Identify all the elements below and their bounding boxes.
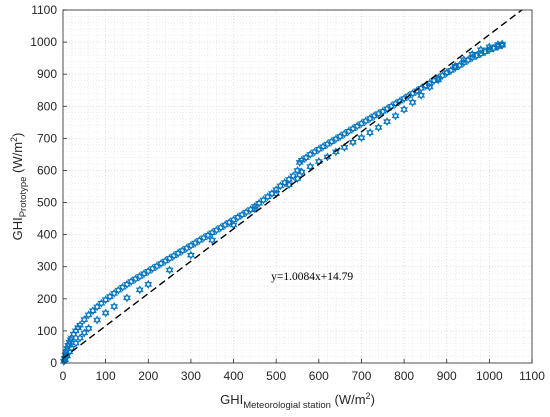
- x-axis-label: GHIMeteorologial station (W/m2): [220, 391, 375, 411]
- data-point: [67, 343, 76, 353]
- data-point: [135, 285, 144, 295]
- y-tick-label: 500: [37, 196, 57, 210]
- data-point: [106, 292, 114, 302]
- y-tick-label: 100: [37, 324, 57, 338]
- data-point: [451, 61, 460, 71]
- x-tick-label: 800: [394, 369, 414, 383]
- data-point: [498, 39, 507, 49]
- x-tick-label: 500: [266, 369, 286, 383]
- data-point: [259, 195, 268, 205]
- data-point: [434, 75, 443, 85]
- data-point: [476, 45, 485, 55]
- data-point: [144, 279, 153, 289]
- data-point: [80, 328, 89, 338]
- data-point: [297, 167, 306, 177]
- data-point: [442, 68, 451, 78]
- x-axis-label-subscript: Meteorologial station: [243, 400, 331, 411]
- x-tick-label: 400: [224, 369, 244, 383]
- data-point: [97, 298, 106, 308]
- data-point: [165, 265, 174, 275]
- data-point: [485, 42, 494, 52]
- y-tick-label: 200: [37, 292, 57, 306]
- fit-line: [62, 9, 523, 359]
- data-point: [71, 338, 80, 348]
- y-tick-label: 700: [37, 131, 57, 145]
- y-axis-label-unit-close: ): [10, 133, 25, 137]
- data-point: [349, 137, 357, 147]
- x-tick-label: 300: [181, 369, 201, 383]
- y-tick-label: 600: [37, 163, 57, 177]
- data-point: [93, 315, 102, 325]
- x-tick-label: 100: [96, 369, 116, 383]
- data-point: [400, 104, 408, 114]
- y-tick-label: 800: [37, 99, 57, 113]
- x-axis-label-unit-close: ): [371, 392, 375, 407]
- data-point: [302, 153, 310, 163]
- data-point: [383, 117, 391, 127]
- fit-line-layer: [62, 9, 523, 359]
- data-point: [208, 235, 217, 245]
- data-point: [306, 162, 315, 172]
- data-point: [101, 295, 110, 305]
- plot-area-frame: [62, 9, 533, 364]
- x-axis-label-main: GHI: [220, 392, 243, 407]
- y-tick-label: 1100: [31, 3, 57, 17]
- x-tick-label: 900: [437, 369, 457, 383]
- data-point: [76, 320, 84, 330]
- x-axis-label-unit-sup: 2: [366, 391, 371, 401]
- y-tick-label: 300: [37, 260, 57, 274]
- data-point: [425, 82, 434, 92]
- data-point: [293, 173, 302, 183]
- x-tick-label: 0: [60, 369, 67, 383]
- regression-equation: y=1.0084x+14.79: [271, 271, 353, 283]
- data-point: [84, 310, 93, 320]
- data-point: [80, 315, 89, 325]
- y-axis-label-subscript: Prototype: [18, 177, 29, 218]
- y-tick-label: 0: [50, 356, 57, 370]
- data-point: [468, 49, 477, 59]
- y-tick-label: 400: [37, 228, 57, 242]
- data-point: [84, 323, 93, 333]
- y-tick-label: 900: [37, 67, 57, 81]
- data-point: [88, 306, 97, 316]
- y-axis-label-main: GHI: [10, 217, 25, 240]
- data-point: [250, 204, 259, 214]
- data-point: [459, 55, 468, 65]
- y-tick-label: 1000: [30, 35, 57, 49]
- data-point: [366, 128, 374, 138]
- tick-labels-layer: 0 100 200 300 400 500 600 700 800 900 1000 1100 0 100…: [30, 3, 545, 383]
- y-axis-label-unit-sup: 2: [9, 137, 19, 142]
- data-point: [285, 180, 293, 190]
- data-point: [331, 147, 340, 157]
- data-point: [374, 122, 383, 132]
- data-point: [93, 302, 102, 312]
- x-tick-label: 600: [309, 369, 329, 383]
- data-points-layer: [59, 39, 507, 366]
- data-point: [276, 181, 285, 191]
- x-tick-label: 200: [138, 369, 158, 383]
- y-axis-label: GHIPrototype (W/m2): [9, 133, 29, 241]
- data-point: [255, 198, 264, 208]
- data-point: [417, 90, 426, 100]
- data-point: [263, 192, 272, 202]
- data-point: [76, 333, 84, 343]
- data-point: [110, 302, 119, 312]
- y-axis-label-unit: (W/m: [10, 142, 25, 177]
- data-point: [110, 288, 119, 298]
- data-point: [408, 97, 417, 107]
- data-point: [101, 308, 110, 318]
- x-tick-label: 700: [351, 369, 371, 383]
- data-point: [123, 293, 131, 303]
- data-point: [391, 111, 400, 121]
- x-tick-label: 1100: [519, 369, 545, 383]
- data-point: [357, 133, 366, 143]
- x-axis-label-unit: (W/m: [331, 392, 366, 407]
- data-point: [187, 250, 195, 260]
- x-tick-label: 1000: [476, 369, 503, 383]
- data-point: [229, 220, 238, 230]
